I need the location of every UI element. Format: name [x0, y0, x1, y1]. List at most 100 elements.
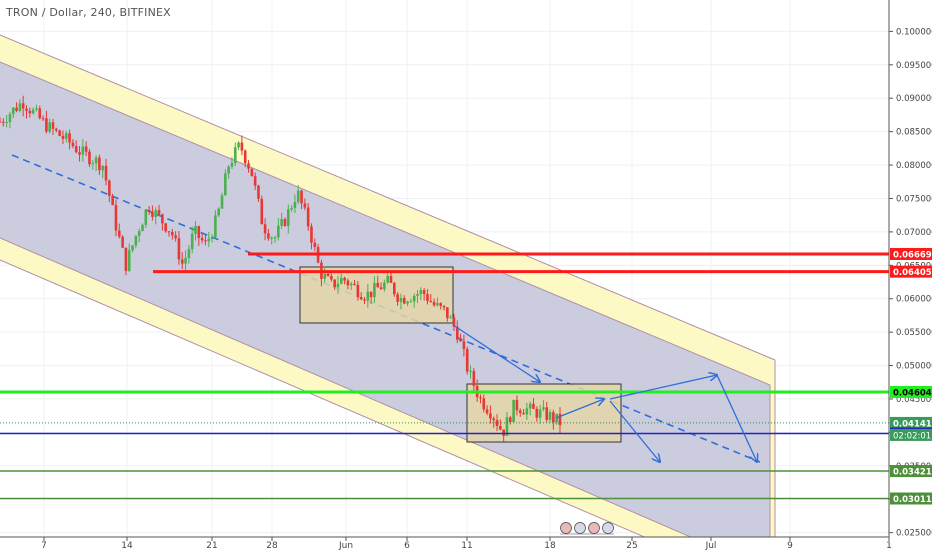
- candle-body: [38, 108, 42, 119]
- candle-body: [88, 151, 91, 165]
- level-label-bg: [890, 247, 932, 260]
- candle-body: [462, 341, 466, 350]
- candle-body: [409, 301, 413, 303]
- candle-body: [5, 122, 8, 124]
- candle-body: [98, 157, 101, 171]
- time-tick-label: Jul: [705, 541, 717, 550]
- candle-body: [64, 133, 68, 139]
- candle-body: [243, 150, 247, 164]
- candle-body: [340, 277, 343, 284]
- candle-body: [273, 237, 277, 239]
- candle-body: [293, 202, 297, 209]
- candle-body: [200, 238, 204, 241]
- consolidation-box-1: [299, 266, 454, 324]
- level-label-0.064052: 0.064052: [893, 268, 932, 278]
- candle-body: [489, 413, 492, 419]
- candle-body: [91, 163, 95, 165]
- candle-body: [389, 275, 393, 283]
- candle-body: [21, 103, 25, 109]
- consolidation-box-2: [466, 383, 622, 443]
- candle-body: [499, 426, 502, 430]
- candle-body: [422, 290, 426, 295]
- candle-body: [204, 240, 207, 242]
- candle-body: [432, 301, 436, 306]
- candle-body: [154, 210, 158, 217]
- candle-body: [167, 231, 171, 233]
- candle-body: [333, 279, 336, 288]
- time-tick-label: 11: [461, 541, 472, 550]
- candle-body: [81, 146, 85, 155]
- candle-body: [492, 418, 496, 421]
- candle-body: [127, 250, 131, 271]
- candle-body: [383, 282, 386, 290]
- candle-body: [180, 259, 184, 264]
- economic-events-marker[interactable]: [560, 522, 614, 535]
- candle-body: [11, 107, 15, 115]
- time-tick-label: 7: [41, 541, 47, 550]
- candle-body: [237, 142, 240, 148]
- event-flag-icon: [588, 522, 600, 534]
- level-label-bg: [890, 265, 932, 278]
- event-flag-icon: [560, 522, 572, 534]
- candle-body: [283, 219, 287, 226]
- candle-body: [71, 142, 75, 147]
- candle-body: [15, 107, 18, 111]
- event-flag-icon: [602, 522, 614, 534]
- candle-body: [512, 399, 515, 423]
- candle-body: [161, 214, 164, 224]
- level-label-bg: [890, 465, 932, 478]
- candle-body: [197, 226, 201, 239]
- candle-body: [78, 152, 81, 155]
- candle-body: [233, 147, 237, 164]
- candle-body: [406, 301, 409, 304]
- candle-body: [84, 146, 88, 152]
- projection-arrow-2: [555, 399, 604, 419]
- time-axis[interactable]: 7 14 21 28 Jun 6 11 18 25 Jul 9 1: [0, 536, 932, 550]
- candle-body: [101, 165, 105, 171]
- candle-body: [515, 399, 519, 411]
- candle-body: [104, 165, 108, 181]
- candle-body: [94, 157, 98, 164]
- symbol-title: TRON / Dollar, 240, BITFINEX: [6, 6, 171, 19]
- candle-body: [393, 282, 396, 295]
- candle-body: [326, 273, 330, 277]
- candle-body: [253, 176, 257, 186]
- candle-body: [469, 370, 472, 372]
- projection-arrow-5: [716, 374, 757, 462]
- candle-body: [482, 398, 486, 410]
- candle-body: [74, 146, 78, 153]
- candle-body: [449, 317, 452, 319]
- candle-body: [250, 168, 254, 177]
- candle-body: [323, 273, 327, 279]
- level-label-0.046047: 0.046047: [893, 388, 932, 398]
- level-label-bg: [890, 492, 932, 505]
- level-label-0.041418: 0.041418: [893, 419, 932, 429]
- candle-body: [240, 142, 244, 151]
- candle-body: [210, 236, 214, 239]
- countdown-label: 02:02:01: [893, 431, 931, 441]
- level-label-0.066697: 0.066697: [893, 250, 932, 260]
- candle-body: [455, 326, 459, 340]
- candle-body: [356, 284, 360, 298]
- countdown-bg: [890, 428, 932, 441]
- candle-body: [495, 420, 499, 427]
- candle-body: [416, 294, 419, 296]
- channel-median-dashed: [11, 154, 761, 463]
- channel-inner-top: [0, 61, 771, 386]
- candle-body: [528, 403, 532, 409]
- candle-body: [290, 208, 293, 210]
- candle-body: [55, 128, 58, 131]
- candle-body: [353, 283, 356, 285]
- candle-body: [230, 163, 234, 167]
- candle-body: [177, 238, 181, 260]
- candle-body: [303, 203, 307, 208]
- candle-body: [31, 109, 35, 114]
- candle-body: [505, 417, 509, 436]
